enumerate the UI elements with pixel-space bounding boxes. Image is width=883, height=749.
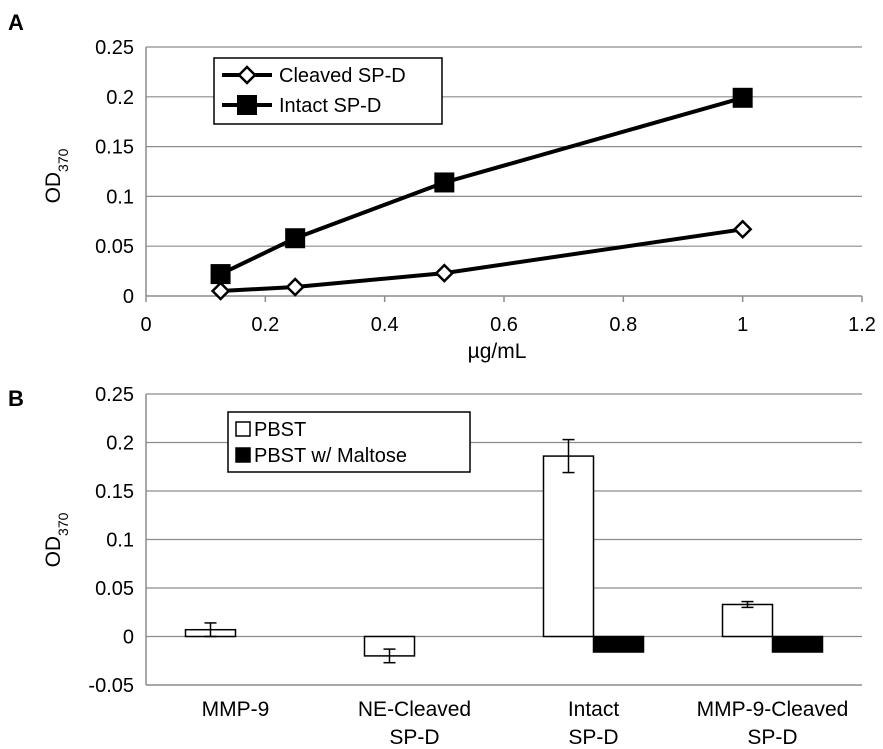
panel-b-axes xyxy=(145,394,862,686)
panel-a-point-intact xyxy=(210,264,231,285)
panel-b-bar-pbst xyxy=(721,603,774,638)
panel-a-y-tick-label: 0.2 xyxy=(106,87,134,109)
panel-b-bars xyxy=(184,455,824,657)
panel-a-x-ticks: 0 0.2 0.4 0.6 0.8 1 1.2 xyxy=(140,296,876,336)
panel-b-category-label: SP-D xyxy=(568,726,618,749)
panel-a-y-axis-title: OD370 xyxy=(42,148,71,203)
panel-b-category-label: Intact xyxy=(568,698,620,721)
panel-a-legend: Cleaved SP-D Intact SP-D xyxy=(213,57,443,125)
panel-b-legend-swatch-pbst xyxy=(235,421,251,437)
panel-b-y-tick-label: 0.05 xyxy=(95,578,134,600)
panel-b-category-labels: MMP-9 NE-Cleaved SP-D Intact SP-D MMP-9-Cleav… xyxy=(202,698,849,749)
panel-a-y-tick-label: 0 xyxy=(123,286,134,308)
panel-b-error-bars xyxy=(204,438,754,664)
panel-a-legend-marker-cleaved xyxy=(237,65,257,85)
panel-a-point-cleaved xyxy=(285,277,305,297)
panel-b-category-label: MMP-9 xyxy=(202,698,270,721)
panel-a-y-tick-label: 0.25 xyxy=(95,37,134,59)
panel-a-point-intact xyxy=(732,87,753,108)
panel-b-category-label: NE-Cleaved xyxy=(358,698,471,721)
panel-a-y-tick-label: 0.05 xyxy=(95,236,134,258)
panel-a-y-axis-title-sub: 370 xyxy=(55,148,71,172)
panel-a-point-cleaved xyxy=(210,281,231,301)
panel-b-legend-box xyxy=(227,411,471,473)
panel-b: B -0.05 0 0.05 0.1 0.15 0.2 0.25 OD370 MMP-9 NE… xyxy=(8,384,862,749)
panel-b-legend-swatch-pbst-maltose xyxy=(235,447,251,463)
panel-b-category-label: MMP-9-Cleaved xyxy=(697,698,849,721)
panel-a-point-intact xyxy=(285,228,306,249)
panel-a: A 00.050.10.150.20.25 0 0.2 0.4 0.6 0.8 1 1.2 … xyxy=(8,10,876,363)
panel-a-legend-marker-intact xyxy=(237,95,257,115)
panel-a-legend-label-intact: Intact SP-D xyxy=(279,95,381,117)
panel-b-y-tick-label: -0.05 xyxy=(88,675,134,697)
panel-b-legend-label-pbst-maltose: PBST w/ Maltose xyxy=(254,445,407,467)
panel-a-x-tick-label: 0 xyxy=(140,314,151,336)
panel-b-bar-pbst xyxy=(542,455,595,638)
panel-a-legend-label-cleaved: Cleaved SP-D xyxy=(279,65,406,87)
panel-a-legend-box xyxy=(213,57,443,125)
panel-b-y-axis-title: OD370 xyxy=(42,512,71,567)
panel-b-y-tick-label: 0.2 xyxy=(106,433,134,455)
panel-b-y-tick-label: 0.1 xyxy=(106,530,134,552)
panel-b-y-axis-title-main: OD xyxy=(42,536,65,568)
panel-b-legend-label-pbst: PBST xyxy=(254,419,306,441)
panel-a-x-tick-label: 1 xyxy=(737,314,748,336)
panel-a-x-tick-label: 1.2 xyxy=(848,314,876,336)
panel-a-point-intact xyxy=(434,172,455,193)
panel-a-line-cleaved xyxy=(220,227,743,293)
panel-a-point-cleaved xyxy=(732,219,753,240)
panel-a-x-tick-label: 0.2 xyxy=(251,314,279,336)
panel-a-x-axis-title: µg/mL xyxy=(468,340,527,363)
panel-a-y-axis-title-main: OD xyxy=(42,172,65,204)
panel-b-label: B xyxy=(8,386,24,411)
panel-a-x-tick-label: 0.8 xyxy=(609,314,637,336)
panel-a-line-intact xyxy=(219,95,744,276)
panel-a-label: A xyxy=(8,10,24,35)
panel-b-bar-pbst-maltose xyxy=(771,635,824,653)
panel-b-y-tick-label: 0.15 xyxy=(95,481,134,503)
panel-b-y-ticks: -0.05 0 0.05 0.1 0.15 0.2 0.25 xyxy=(88,384,134,697)
panel-a-x-tick-label: 0.6 xyxy=(490,314,518,336)
panel-b-category-label: SP-D xyxy=(389,726,439,749)
panel-b-y-tick-label: 0 xyxy=(123,627,134,649)
panel-b-legend: PBST PBST w/ Maltose xyxy=(227,411,471,473)
panel-a-point-cleaved xyxy=(434,263,455,283)
panel-a-series-lines xyxy=(219,95,744,293)
panel-a-y-tick-label: 0.1 xyxy=(106,186,134,208)
panel-a-y-ticks: 0 0.05 0.1 0.15 0.2 0.25 xyxy=(95,37,134,308)
panel-b-bar-pbst-maltose xyxy=(592,635,645,653)
panel-b-y-tick-label: 0.25 xyxy=(95,384,134,406)
panel-b-category-label: SP-D xyxy=(747,726,797,749)
panel-a-markers xyxy=(210,87,753,301)
panel-a-x-tick-label: 0.4 xyxy=(371,314,399,336)
panel-b-y-axis-title-sub: 370 xyxy=(55,512,71,536)
panel-a-y-tick-label: 0.15 xyxy=(95,137,134,159)
